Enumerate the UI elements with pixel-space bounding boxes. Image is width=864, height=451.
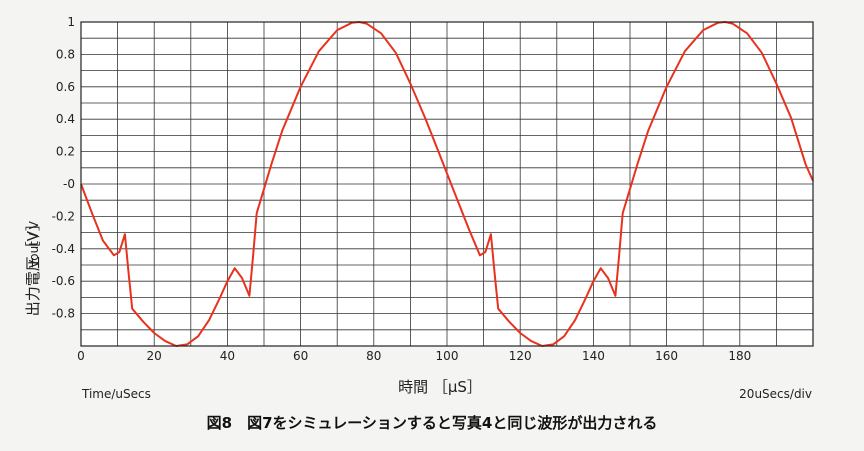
y-tick-label: 0.2 bbox=[56, 145, 75, 159]
x-tick-label: 60 bbox=[293, 349, 308, 363]
waveform-chart: 1 0.8 0.6 0.4 0.2 -0 -0.2 -0.4 -0.6 -0.8 0 20 40 60 8… bbox=[24, 15, 814, 401]
scale-note: 20uSecs/div bbox=[739, 387, 812, 401]
y-tick-label: -0.8 bbox=[52, 307, 75, 321]
y-tick-label: 0.6 bbox=[56, 80, 75, 94]
vout-series-line bbox=[80, 21, 814, 347]
x-tick-label: 120 bbox=[509, 349, 532, 363]
x-axis-label: 時間 ［μS］ bbox=[398, 378, 482, 396]
figure-caption: 図8 図7をシミュレーションすると写真4と同じ波形が出力される bbox=[206, 414, 658, 432]
y-axis-label: 出力電圧［V］ bbox=[24, 216, 42, 316]
y-tick-label: -0.6 bbox=[52, 274, 75, 288]
y-tick-label: -0.4 bbox=[52, 242, 75, 256]
y-tick-label: 1 bbox=[67, 15, 75, 29]
x-tick-label: 20 bbox=[147, 349, 162, 363]
grid bbox=[80, 21, 814, 347]
y-tick-label: -0.2 bbox=[52, 209, 75, 223]
x-tick-label: 160 bbox=[655, 349, 678, 363]
y-axis-unit-label: Vout / V bbox=[27, 220, 41, 268]
x-tick-labels: 0 20 40 60 80 100 120 140 160 180 bbox=[77, 349, 751, 363]
x-tick-label: 140 bbox=[582, 349, 605, 363]
x-tick-label: 80 bbox=[366, 349, 381, 363]
y-tick-labels: 1 0.8 0.6 0.4 0.2 -0 -0.2 -0.4 -0.6 -0.8 bbox=[52, 15, 75, 321]
y-tick-label: 0.8 bbox=[56, 47, 75, 61]
y-tick-label: 0.4 bbox=[56, 112, 75, 126]
x-tick-label: 40 bbox=[220, 349, 235, 363]
x-tick-label: 100 bbox=[436, 349, 459, 363]
x-tick-label: 0 bbox=[77, 349, 85, 363]
plot-frame bbox=[80, 21, 814, 347]
y-tick-label: -0 bbox=[63, 177, 75, 191]
x-axis-unit-label: Time/uSecs bbox=[81, 387, 151, 401]
x-tick-label: 180 bbox=[728, 349, 751, 363]
